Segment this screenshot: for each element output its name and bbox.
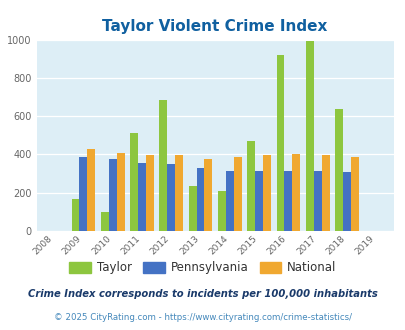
Bar xyxy=(116,153,124,231)
Bar xyxy=(233,157,241,231)
Bar xyxy=(188,186,196,231)
Bar xyxy=(254,171,262,231)
Bar xyxy=(334,109,342,231)
Bar xyxy=(276,55,284,231)
Bar xyxy=(313,171,321,231)
Bar xyxy=(350,157,358,231)
Title: Taylor Violent Crime Index: Taylor Violent Crime Index xyxy=(102,19,327,34)
Bar xyxy=(305,41,313,231)
Bar xyxy=(130,133,138,231)
Bar xyxy=(71,199,79,231)
Bar xyxy=(225,171,233,231)
Bar xyxy=(292,154,300,231)
Bar xyxy=(138,163,145,231)
Legend: Taylor, Pennsylvania, National: Taylor, Pennsylvania, National xyxy=(64,257,341,279)
Bar xyxy=(217,191,225,231)
Bar xyxy=(100,212,109,231)
Bar xyxy=(321,155,329,231)
Bar xyxy=(87,149,95,231)
Bar xyxy=(284,171,292,231)
Bar xyxy=(145,155,153,231)
Text: Crime Index corresponds to incidents per 100,000 inhabitants: Crime Index corresponds to incidents per… xyxy=(28,289,377,299)
Bar xyxy=(262,155,270,231)
Text: © 2025 CityRating.com - https://www.cityrating.com/crime-statistics/: © 2025 CityRating.com - https://www.city… xyxy=(54,313,351,322)
Bar xyxy=(175,155,183,231)
Bar xyxy=(159,100,167,231)
Bar xyxy=(109,159,116,231)
Bar xyxy=(247,141,254,231)
Bar xyxy=(196,168,204,231)
Bar xyxy=(342,172,350,231)
Bar xyxy=(167,164,175,231)
Bar xyxy=(79,157,87,231)
Bar xyxy=(204,159,212,231)
